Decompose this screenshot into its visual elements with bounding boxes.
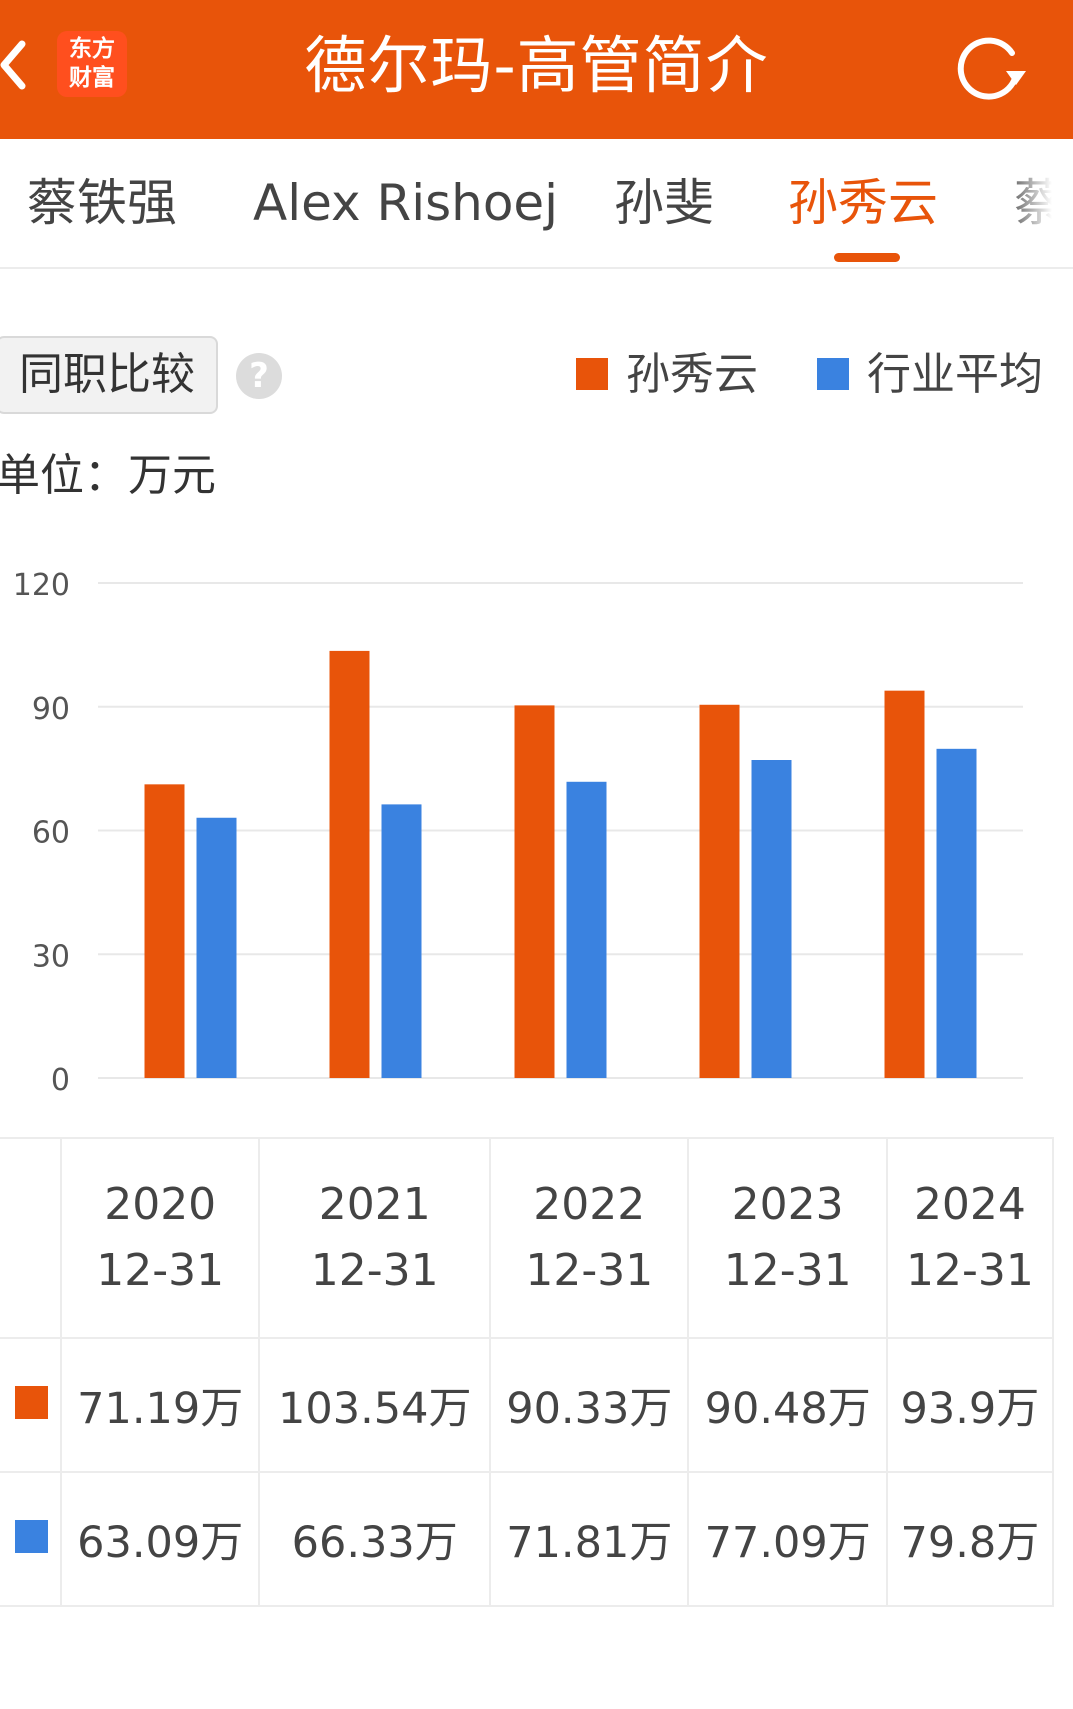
table-cell: 90.48万: [687, 1337, 888, 1473]
table-header-row: 2020 12-31 2021 12-31 2022 12-31 2023 12-31 …: [0, 1137, 1055, 1339]
y-tick-label: 90: [32, 692, 70, 727]
refresh-icon: [957, 37, 1026, 100]
back-button[interactable]: [0, 30, 40, 100]
active-tab-indicator: [834, 253, 900, 262]
legend-item-industry: 行业平均: [817, 345, 1043, 405]
series-swatch-industry: [14, 1520, 48, 1553]
bar-industry[interactable]: [196, 817, 237, 1078]
question-icon[interactable]: ?: [236, 353, 282, 399]
app-header: 东方 财富 德尔玛-高管简介: [0, 0, 1073, 139]
table-row: 71.19万 103.54万 90.33万 90.48万 93.9万: [0, 1337, 1055, 1473]
table-header-cell: 2022 12-31: [489, 1137, 690, 1339]
refresh-button[interactable]: [950, 27, 1030, 107]
table-header-cell: 2023 12-31: [687, 1137, 888, 1339]
table-cell: 66.33万: [258, 1471, 492, 1607]
bar-industry[interactable]: [381, 804, 422, 1078]
bar-industry[interactable]: [936, 748, 977, 1078]
page-title: 德尔玛-高管简介: [304, 29, 769, 102]
table-header-cell: 2021 12-31: [258, 1137, 492, 1339]
data-table: 2020 12-31 2021 12-31 2022 12-31 2023 12-31 …: [0, 1137, 1055, 1607]
chevron-left-icon: [0, 40, 26, 90]
table-header-cell: 2020 12-31: [59, 1137, 261, 1339]
table-cell: 79.8万: [885, 1471, 1055, 1607]
table-cell: 71.81万: [489, 1471, 690, 1607]
bar-industry[interactable]: [566, 781, 607, 1078]
y-tick-label: 60: [32, 816, 70, 851]
table-corner-cell: [0, 1137, 62, 1339]
tab-executive-1[interactable]: 蔡铁强: [27, 174, 177, 232]
table-cell: 90.33万: [489, 1337, 690, 1473]
table-cell: 71.19万: [59, 1337, 261, 1473]
y-tick-label: 0: [51, 1063, 70, 1098]
executive-tabs: 蔡铁强 Alex Rishoej 孙斐 孙秀云 蔡: [0, 139, 1073, 269]
compensation-chart: 0 30 60 90 120: [13, 568, 1023, 1098]
table-cell: 77.09万: [687, 1471, 888, 1607]
table-cell: 103.54万: [258, 1337, 492, 1473]
bar-industry[interactable]: [751, 760, 792, 1078]
bar-person[interactable]: [329, 650, 370, 1078]
bar-person[interactable]: [144, 784, 185, 1078]
row-series-marker: [0, 1337, 62, 1473]
legend-label-industry: 行业平均: [867, 349, 1043, 400]
tab-executive-4[interactable]: 孙秀云: [788, 174, 938, 232]
tabs-fade: [1003, 139, 1073, 267]
series-swatch-person: [14, 1386, 48, 1419]
legend-swatch-person: [576, 358, 608, 390]
legend-swatch-industry: [817, 358, 849, 390]
y-tick-label: 30: [32, 939, 70, 974]
table-header-cell: 2024 12-31: [885, 1137, 1055, 1339]
row-series-marker: [0, 1471, 62, 1607]
legend-item-person: 孙秀云: [576, 345, 758, 405]
bar-person[interactable]: [699, 704, 740, 1078]
table-row: 63.09万 66.33万 71.81万 77.09万 79.8万: [0, 1471, 1055, 1607]
bar-person[interactable]: [884, 690, 925, 1078]
table-cell: 63.09万: [59, 1471, 261, 1607]
table-cell: 93.9万: [885, 1337, 1055, 1473]
tab-executive-2[interactable]: Alex Rishoej: [253, 174, 559, 232]
legend-label-person: 孙秀云: [626, 349, 758, 400]
unit-label: 单位：万元: [0, 450, 216, 501]
y-tick-label: 120: [13, 568, 70, 603]
tab-executive-3[interactable]: 孙斐: [614, 174, 714, 232]
compare-button[interactable]: 同职比较: [0, 336, 218, 414]
app-logo: 东方 财富: [57, 31, 127, 97]
bar-person[interactable]: [514, 705, 555, 1078]
